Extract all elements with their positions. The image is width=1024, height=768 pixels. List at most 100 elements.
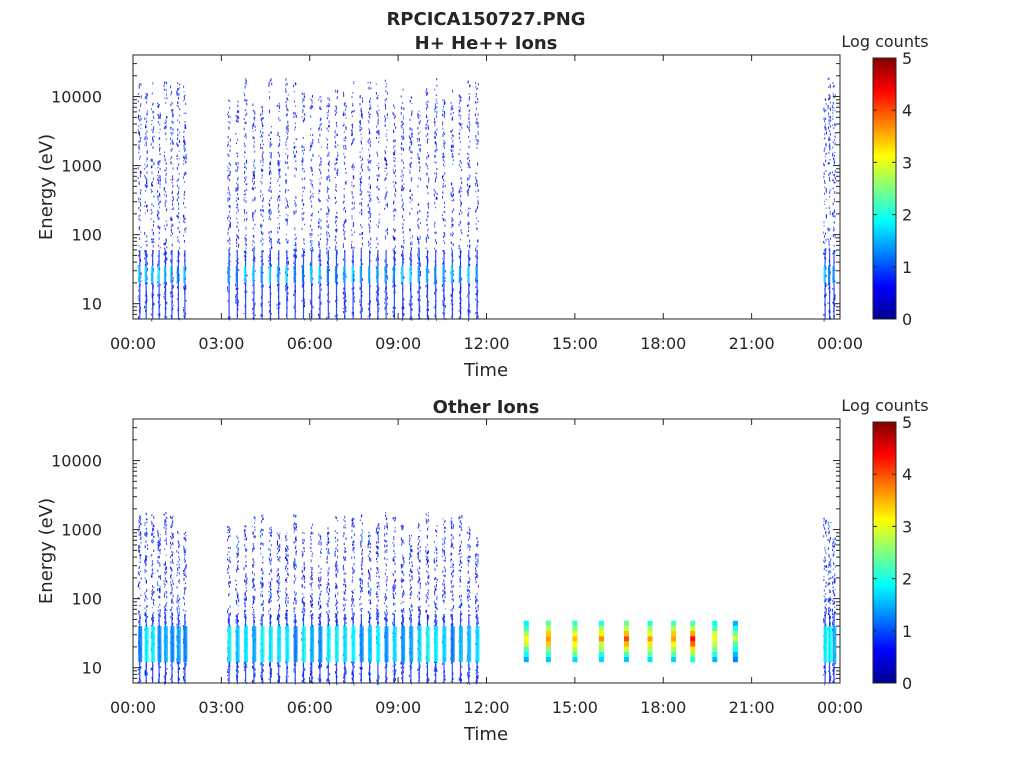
spectrogram-cell — [436, 288, 438, 291]
spectrogram-cell — [428, 127, 430, 130]
spectrogram-cell — [227, 532, 229, 534]
spectrogram-cell — [320, 227, 322, 230]
spectrogram-cell — [278, 238, 280, 241]
spectrogram-cell — [334, 167, 336, 171]
spectrogram-cell — [153, 586, 155, 589]
spectrogram-cell — [138, 109, 140, 112]
spectrogram-cell — [385, 98, 387, 100]
spectrogram-cell — [469, 109, 471, 112]
spectrogram-cell — [278, 146, 280, 148]
spectrogram-cell — [158, 114, 160, 117]
spectrogram-cell — [157, 121, 159, 124]
spectrogram-cell — [351, 132, 353, 136]
spectrogram-cell — [287, 260, 289, 264]
spectrogram-cell — [152, 527, 154, 531]
spectrogram-cell — [384, 207, 386, 210]
spectrogram-cell — [417, 266, 420, 283]
spectrogram-cell — [361, 163, 363, 166]
spectrogram-cell — [243, 92, 245, 94]
spectrogram-cell — [146, 298, 148, 302]
spectrogram-cell — [236, 197, 238, 199]
spectrogram-cell — [163, 84, 165, 88]
spectrogram-cell — [165, 518, 166, 522]
spectrogram-cell — [183, 266, 186, 283]
spectrogram-cell — [140, 123, 142, 126]
spectrogram-cell — [158, 237, 160, 240]
spectrogram-cell — [244, 165, 246, 169]
spectrogram-cell — [450, 233, 452, 236]
spectrogram-cell — [434, 124, 436, 127]
spectrogram-cell — [312, 306, 314, 309]
spectrogram-cell — [829, 147, 831, 150]
spectrogram-cell — [336, 216, 338, 219]
spectrogram-cell — [402, 208, 404, 210]
spectrogram-cell — [246, 238, 247, 241]
spectrogram-cell — [823, 235, 825, 238]
spectrogram-cell — [177, 87, 179, 90]
spectrogram-cell — [469, 258, 471, 261]
spectrogram-cell — [411, 112, 413, 116]
spectrogram-cell — [252, 240, 254, 243]
spectrogram-cell — [319, 243, 320, 246]
spectrogram-cell — [328, 315, 330, 318]
spectrogram-cell — [172, 128, 174, 131]
spectrogram-cell — [460, 96, 462, 99]
spectrogram-cell — [359, 178, 361, 180]
spectrogram-cell — [353, 296, 355, 298]
spectrogram-cell — [344, 136, 346, 139]
spectrogram-cell — [150, 218, 152, 220]
spectrogram-cell — [359, 184, 361, 187]
spectrogram-cell — [153, 284, 154, 288]
spectrogram-cell — [244, 122, 246, 124]
spectrogram-cell — [310, 144, 311, 147]
spectrogram-cell — [360, 165, 362, 169]
spectrogram-cell — [157, 217, 159, 221]
spectrogram-cell — [229, 575, 231, 578]
spectrogram-cell — [419, 165, 421, 169]
spectrogram-cell — [278, 203, 280, 206]
spectrogram-cell — [426, 218, 428, 222]
spectrogram-cell — [361, 295, 363, 297]
spectrogram-cell — [318, 211, 319, 213]
spectrogram-cell — [353, 223, 355, 227]
spectrogram-cell — [146, 101, 148, 104]
spectrogram-cell — [376, 196, 378, 199]
spectrogram-cell — [329, 269, 330, 271]
spectrogram-cell — [253, 241, 255, 244]
spectrogram-cell — [152, 139, 154, 143]
spectrogram-cell — [170, 217, 172, 221]
spectrogram-cell — [444, 305, 446, 307]
spectrogram-cell — [467, 193, 469, 197]
spectrogram-cell — [146, 570, 148, 572]
spectrogram-cell — [318, 192, 320, 194]
spectrogram-cell — [369, 113, 371, 115]
spectrogram-cell — [436, 281, 438, 284]
spectrogram-cell — [469, 84, 470, 88]
spectrogram-cell — [271, 264, 272, 267]
spectrogram-cell — [343, 220, 345, 223]
spectrogram-cell — [144, 117, 146, 120]
spectrogram-cell — [183, 286, 185, 289]
spectrogram-cell — [832, 234, 834, 237]
spectrogram-cell — [304, 243, 305, 245]
spectrogram-cell — [270, 161, 271, 165]
spectrogram-cell — [245, 576, 247, 578]
spectrogram-cell — [304, 250, 305, 253]
spectrogram-cell — [145, 512, 147, 515]
spectrogram-cell — [303, 238, 305, 241]
spectrogram-cell — [385, 118, 387, 120]
spectrogram-cell — [253, 141, 255, 143]
spectrogram-cell — [451, 118, 453, 120]
spectrogram-cell — [328, 312, 330, 315]
spectrogram-cell — [311, 105, 313, 108]
spectrogram-cell — [137, 167, 139, 170]
spectrogram-cell — [285, 218, 287, 221]
spectrogram-cell — [343, 94, 345, 97]
spectrogram-cell — [285, 131, 287, 133]
spectrogram-cell — [157, 178, 159, 181]
spectrogram-cell — [337, 153, 339, 157]
spectrogram-cell — [170, 581, 172, 583]
spectrogram-cell — [343, 229, 344, 232]
spectrogram-cell — [171, 208, 173, 210]
spectrogram-cell — [157, 620, 159, 622]
